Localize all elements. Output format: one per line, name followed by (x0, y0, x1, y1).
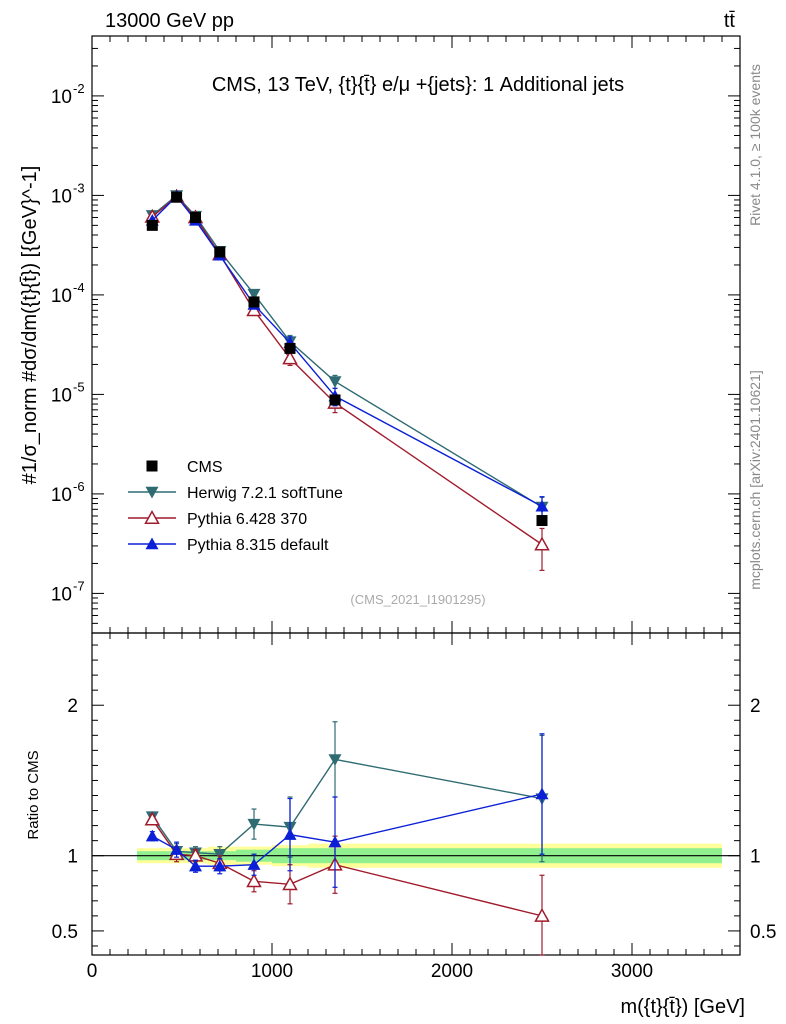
chart-title: CMS, 13 TeV, {t}{t̄} e/μ +{jets}: 1 Addi… (212, 74, 624, 96)
header-left: 13000 GeV pp (105, 10, 234, 32)
data-point-cms (284, 342, 296, 354)
data-point-pythia-6-428-370 (534, 536, 550, 551)
ratio-point-pythia-8-315-default (170, 843, 184, 855)
ratio-y-tick-label-right: 2 (750, 696, 761, 717)
data-point-cms (329, 394, 341, 406)
legend-marker-pythia-8-315-default (145, 537, 159, 550)
legend-marker-cms (146, 460, 158, 472)
ratio-point-pythia-8-315-default (213, 859, 227, 872)
x-tick-label: 1000 (251, 961, 293, 982)
x-tick-label: 3000 (611, 961, 653, 982)
y-tick-label-exponent: -4 (73, 280, 85, 295)
ratio-point-pythia-6-428-370 (246, 873, 262, 888)
data-point-cms (214, 246, 226, 258)
ratio-frame (91, 632, 741, 956)
ratio-panel: 0 1000 2000 3000 0.5 0.5 1 1 2 2 (52, 632, 776, 982)
y-tick-label: 10 (51, 385, 72, 406)
y-tick-label: 10 (51, 186, 72, 207)
ratio-point-herwig-7-2-1-softtune (213, 848, 227, 861)
y-tick-label: 10 (51, 87, 72, 108)
main-ylabel: #1/σ_norm #dσ/dm({t}{t̄}) [{GeV}^-1] (19, 166, 41, 485)
ratio-point-pythia-6-428-370 (282, 876, 298, 891)
xlabel: m({t}{t̄}) [GeV] (620, 996, 745, 1018)
ratio-y-tick-label: 1 (67, 847, 78, 868)
legend-marker-pythia-6-428-370 (144, 509, 160, 524)
data-point-cms (146, 219, 158, 231)
ratio-point-pythia-8-315-default (145, 829, 159, 842)
data-point-cms (190, 211, 201, 223)
ratio-point-pythia-8-315-default (247, 858, 261, 870)
data-point-pythia-8-315-default (535, 499, 549, 512)
ratio-point-pythia-8-315-default (535, 787, 549, 800)
data-point-cms (171, 191, 183, 203)
ratio-point-pythia-6-428-370 (534, 907, 550, 922)
ratio-point-pythia-6-428-370 (144, 811, 161, 826)
y-tick-label-exponent: -2 (73, 81, 85, 96)
ratio-point-herwig-7-2-1-softtune (328, 754, 342, 766)
side-rivet-label: Rivet 4.1.0, ≥ 100k events (747, 64, 763, 226)
ratio-ylabel: Ratio to CMS (25, 750, 42, 839)
data-point-herwig-7-2-1-softtune (328, 376, 342, 388)
y-tick-label-exponent: -3 (73, 180, 85, 195)
legend-label-herwig-7-2-1-softtune: Herwig 7.2.1 softTune (187, 485, 343, 502)
y-tick-label: 10 (51, 485, 72, 506)
ratio-point-pythia-8-315-default (328, 835, 342, 848)
ratio-point-pythia-8-315-default (283, 828, 297, 840)
y-tick-label-exponent: -6 (73, 479, 85, 494)
ratio-point-pythia-8-315-default (189, 859, 202, 872)
y-tick-label-exponent: -5 (73, 379, 85, 394)
ratio-y-tick-label-right: 1 (750, 847, 761, 868)
ratio-y-tick-label: 0.5 (52, 922, 78, 943)
legend-label-pythia-6-428-370: Pythia 6.428 370 (187, 511, 307, 528)
y-tick-label-exponent: -7 (73, 578, 85, 593)
y-tick-label: 10 (51, 584, 72, 605)
header-right: tt̄ (724, 10, 736, 32)
data-point-pythia-6-428-370 (282, 350, 298, 365)
y-tick-label: 10 (51, 286, 72, 307)
ratio-y-tick-label: 2 (67, 696, 78, 717)
ratio-y-tick-label-right: 0.5 (750, 922, 776, 943)
side-site-label: mcplots.cern.ch [arXiv:2401.10621] (747, 370, 763, 589)
legend-marker-herwig-7-2-1-softtune (145, 486, 159, 499)
data-point-herwig-7-2-1-softtune (247, 288, 261, 301)
data-point-cms (248, 296, 260, 308)
x-tick-label: 0 (87, 961, 98, 982)
data-point-cms (536, 515, 548, 527)
legend-label-cms: CMS (187, 459, 223, 476)
watermark: (CMS_2021_I1901295) (350, 592, 485, 607)
legend-label-pythia-8-315-default: Pythia 8.315 default (187, 537, 329, 554)
ratio-point-herwig-7-2-1-softtune (247, 818, 261, 831)
x-tick-label: 2000 (431, 961, 473, 982)
